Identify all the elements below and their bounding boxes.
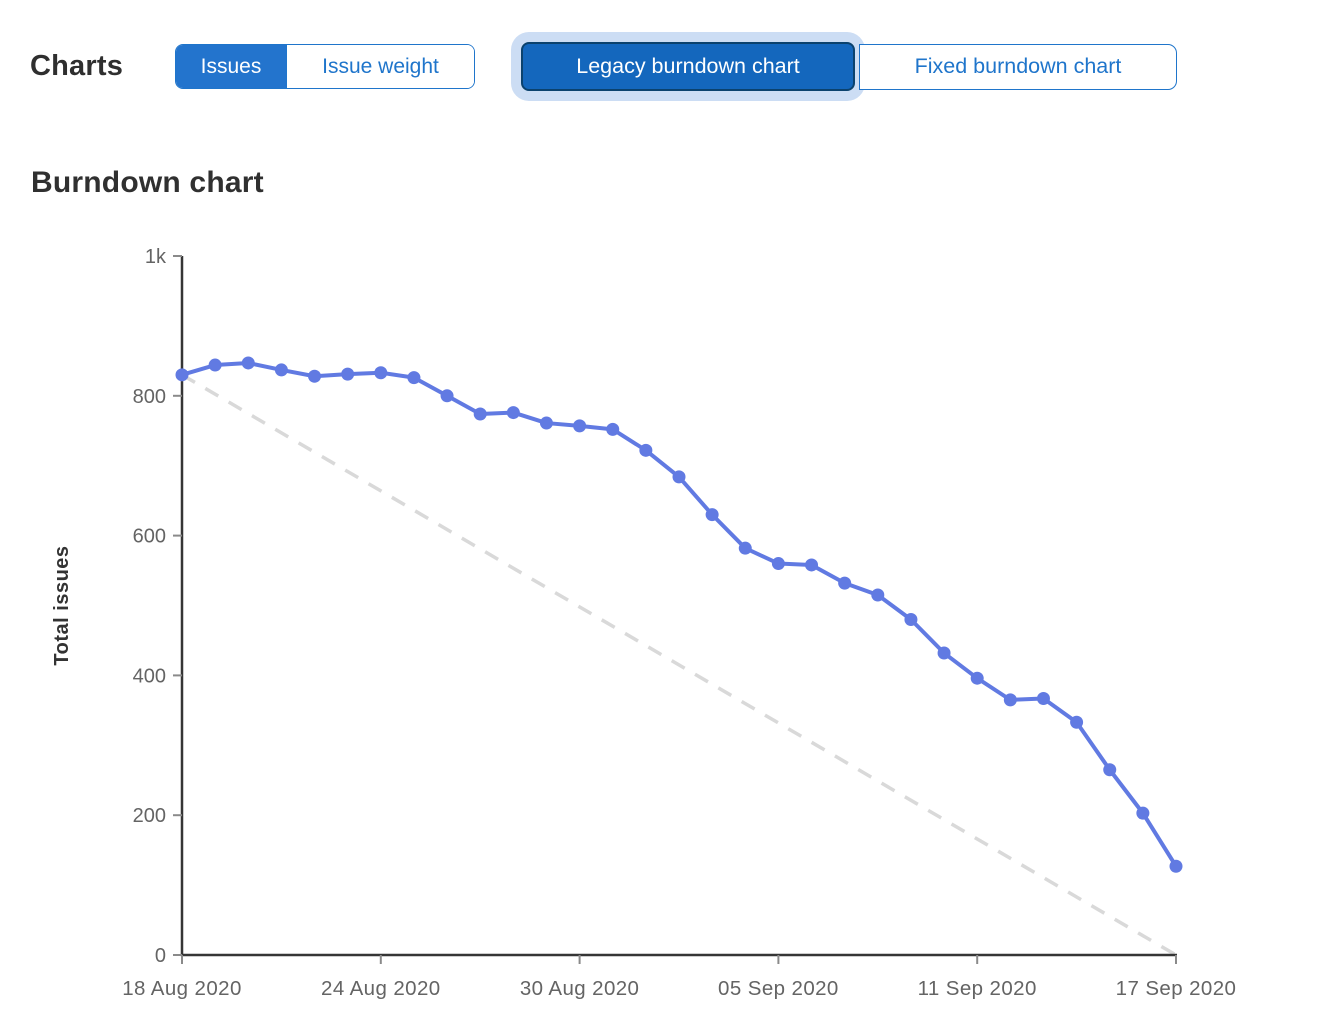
charts-label: Charts [30, 50, 124, 82]
data-point[interactable] [473, 407, 487, 421]
data-point[interactable] [1169, 859, 1183, 873]
data-point[interactable] [506, 406, 520, 420]
x-tick-label: 05 Sep 2020 [718, 977, 839, 1000]
chart-type-toggle-group: Legacy burndown chart Fixed burndown cha… [521, 42, 1177, 91]
data-point[interactable] [573, 419, 587, 433]
data-point[interactable] [175, 368, 189, 382]
data-point[interactable] [1070, 715, 1084, 729]
data-point[interactable] [639, 443, 653, 457]
burndown-series-line [180, 360, 1178, 869]
y-tick-label: 600 [133, 526, 166, 548]
data-point[interactable] [341, 367, 355, 381]
data-point[interactable] [937, 646, 951, 660]
legacy-burndown-chart-button[interactable]: Legacy burndown chart [521, 42, 855, 91]
x-tick-label: 30 Aug 2020 [520, 977, 640, 1000]
data-point[interactable] [970, 671, 984, 685]
data-point[interactable] [904, 612, 918, 626]
y-tick-label: 0 [155, 945, 166, 967]
data-point[interactable] [374, 366, 388, 380]
data-point[interactable] [838, 576, 852, 590]
issue-weight-toggle-button[interactable]: Issue weight [286, 45, 474, 88]
y-axis-title: Total issues [51, 545, 73, 665]
data-point[interactable] [539, 416, 553, 430]
metric-toggle-group: Issues Issue weight [175, 44, 475, 89]
data-point[interactable] [1036, 691, 1050, 705]
y-tick-label: 800 [133, 386, 166, 408]
x-tick-label: 11 Sep 2020 [918, 977, 1037, 1000]
data-point[interactable] [1003, 693, 1017, 707]
data-point[interactable] [871, 588, 885, 602]
y-tick-label: 200 [133, 805, 166, 827]
burndown-chart[interactable]: 0 200 400 600 800 1k 18 Aug 2020 24 Aug 2020 30 … [0, 230, 1326, 1020]
data-point[interactable] [672, 470, 686, 484]
data-point[interactable] [705, 508, 719, 522]
data-point[interactable] [1103, 763, 1117, 777]
data-point[interactable] [407, 371, 421, 385]
fixed-burndown-chart-button[interactable]: Fixed burndown chart [859, 43, 1177, 90]
charts-toolbar: Charts Issues Issue weight Legacy burndo… [0, 0, 1326, 110]
data-point[interactable] [738, 541, 752, 555]
burndown-chart-canvas[interactable]: 0 200 400 600 800 1k 18 Aug 2020 24 Aug 2020 30 … [0, 230, 1326, 1020]
page-title: Burndown chart [31, 166, 264, 199]
data-point[interactable] [208, 358, 222, 372]
x-tick-label: 17 Sep 2020 [1116, 977, 1237, 1000]
data-point[interactable] [241, 356, 255, 370]
x-tick-label: 24 Aug 2020 [321, 977, 441, 1000]
data-point[interactable] [1136, 806, 1150, 820]
y-tick-label: 400 [133, 665, 166, 687]
guideline-dashed [181, 373, 1177, 957]
x-tick-label: 18 Aug 2020 [122, 977, 242, 1000]
data-point[interactable] [274, 363, 288, 377]
data-point[interactable] [606, 422, 620, 436]
data-point[interactable] [805, 558, 819, 572]
data-point[interactable] [308, 369, 322, 383]
issues-toggle-button[interactable]: Issues [176, 45, 286, 88]
y-tick-label: 1k [145, 246, 167, 268]
data-point[interactable] [771, 557, 785, 571]
data-point[interactable] [440, 389, 454, 403]
